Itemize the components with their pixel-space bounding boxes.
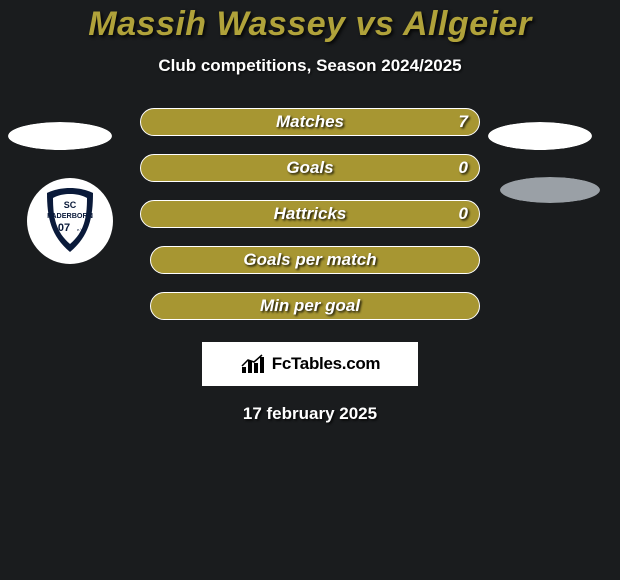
stat-row: Goals per match (140, 246, 480, 274)
stat-row: Goals 0 (140, 154, 480, 182)
stats-container: Matches 7 Goals 0 Hattricks 0 Goals per match M… (0, 108, 620, 320)
stat-row: Hattricks 0 (140, 200, 480, 228)
stat-value-right: 0 (459, 204, 468, 224)
stat-label: Goals per match (243, 250, 376, 270)
stat-row: Min per goal (140, 292, 480, 320)
stat-value-right: 0 (459, 158, 468, 178)
stat-row: Matches 7 (140, 108, 480, 136)
stat-value-right: 7 (459, 112, 468, 132)
page-title: Massih Wassey vs Allgeier (88, 5, 531, 44)
site-badge-text: FcTables.com (272, 354, 381, 374)
stat-label: Min per goal (260, 296, 360, 316)
stat-label: Hattricks (274, 204, 347, 224)
site-badge[interactable]: FcTables.com (202, 342, 418, 386)
date-text: 17 february 2025 (243, 404, 377, 424)
page-subtitle: Club competitions, Season 2024/2025 (158, 56, 461, 76)
stat-label: Matches (276, 112, 344, 132)
bars-icon (240, 353, 266, 375)
stat-label: Goals (286, 158, 333, 178)
